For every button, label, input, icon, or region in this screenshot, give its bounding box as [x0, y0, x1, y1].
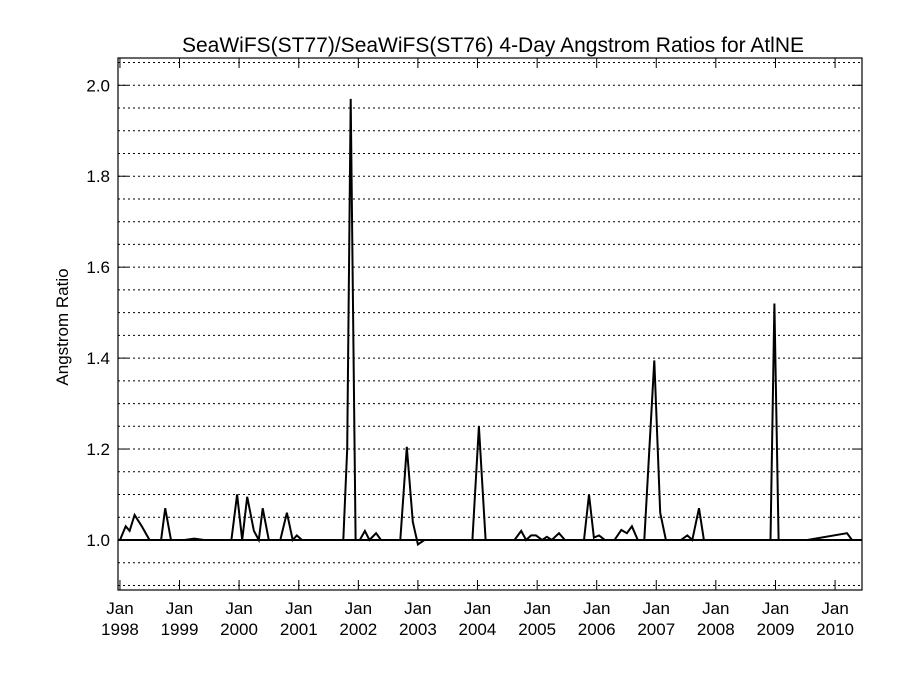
- x-tick-label-month: Jan: [166, 599, 193, 618]
- x-tick-label-year: 1998: [101, 620, 139, 639]
- x-tick-label-year: 2009: [757, 620, 795, 639]
- x-tick-label-month: Jan: [106, 599, 133, 618]
- y-tick-label: 1.8: [86, 167, 110, 186]
- x-tick-label-month: Jan: [821, 599, 848, 618]
- x-tick-label-year: 2010: [816, 620, 854, 639]
- y-tick-label: 1.6: [86, 258, 110, 277]
- x-tick-label-month: Jan: [345, 599, 372, 618]
- series-line: [119, 98, 853, 547]
- x-tick-label-month: Jan: [225, 599, 252, 618]
- x-tick-label-year: 2001: [280, 620, 318, 639]
- y-tick-label: 1.2: [86, 440, 110, 459]
- x-tick-label-month: Jan: [643, 599, 670, 618]
- y-tick-label: 2.0: [86, 76, 110, 95]
- x-tick-label-year: 2004: [459, 620, 497, 639]
- x-tick-label-month: Jan: [464, 599, 491, 618]
- grid-lines: [118, 62, 862, 586]
- x-tick-label-year: 2008: [697, 620, 735, 639]
- chart-title: SeaWiFS(ST77)/SeaWiFS(ST76) 4-Day Angstr…: [182, 34, 804, 57]
- x-tick-label-month: Jan: [523, 599, 550, 618]
- y-tick-label: 1.4: [86, 349, 110, 368]
- y-tick-label: 1.0: [86, 531, 110, 550]
- x-tick-label-year: 2005: [518, 620, 556, 639]
- x-tick-label-month: Jan: [285, 599, 312, 618]
- x-tick-label-month: Jan: [702, 599, 729, 618]
- plot-frame: [117, 57, 863, 591]
- x-tick-label-year: 2007: [637, 620, 675, 639]
- x-tick-label-year: 2006: [578, 620, 616, 639]
- x-tick-label-month: Jan: [583, 599, 610, 618]
- x-tick-label-month: Jan: [762, 599, 789, 618]
- x-tick-label-year: 2002: [339, 620, 377, 639]
- x-axis: Jan 1998 Jan 1999 Jan 2000 Jan 2001 Jan 2002 Jan 20…: [101, 58, 854, 639]
- x-tick-label-year: 1999: [161, 620, 199, 639]
- x-tick-label-year: 2003: [399, 620, 437, 639]
- y-axis-label: Angstrom Ratio: [53, 268, 72, 385]
- y-axis: 1.0 1.2 1.4 1.6 1.8 2.0: [86, 76, 862, 550]
- x-tick-label-year: 2000: [220, 620, 258, 639]
- x-tick-label-month: Jan: [404, 599, 431, 618]
